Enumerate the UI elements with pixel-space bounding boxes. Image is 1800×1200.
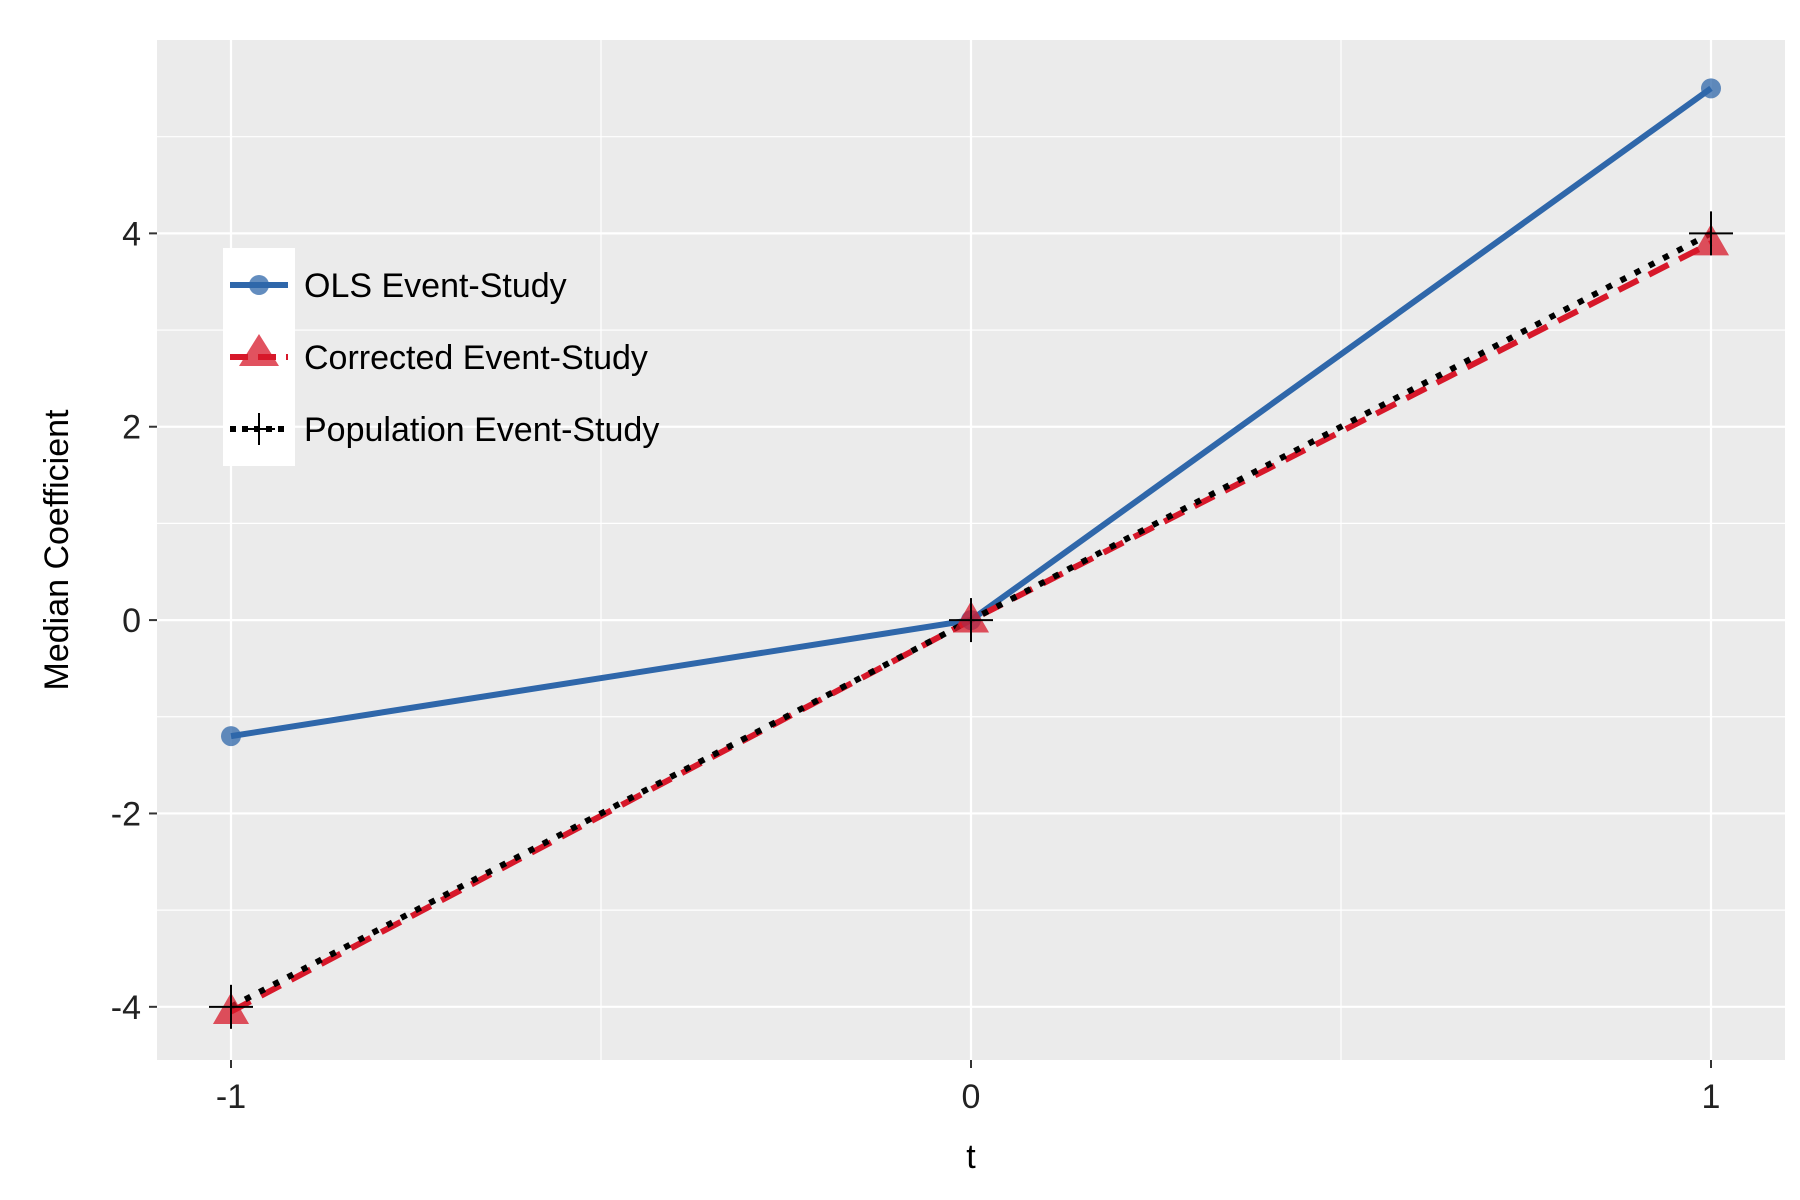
series-0-point (221, 726, 241, 747)
legend: OLS Event-Study Corrected Event-Study Po… (223, 248, 659, 466)
legend-key-ols-marker (249, 275, 269, 295)
legend-label-corrected: Corrected Event-Study (304, 339, 648, 377)
series-2-point (949, 598, 993, 643)
x-axis-title: t (966, 1138, 976, 1176)
series-layer (209, 78, 1733, 1029)
x-tick-label: -1 (216, 1078, 246, 1116)
series-2-point (209, 984, 253, 1029)
y-tick-label: 0 (122, 602, 141, 640)
x-tick-label: 1 (1702, 1078, 1721, 1116)
y-tick-label: -4 (111, 989, 141, 1027)
y-axis-title: Median Coefficient (38, 409, 76, 691)
y-tick-label: -2 (111, 795, 141, 833)
y-tick-label: 2 (122, 409, 141, 447)
legend-entry-population: Population Event-Study (230, 411, 659, 449)
x-tick-label: 0 (962, 1078, 981, 1116)
legend-label-population: Population Event-Study (304, 411, 659, 449)
y-axis: -4 -2 0 2 4 (111, 215, 157, 1027)
legend-key-corrected-marker (239, 334, 279, 366)
y-tick-label: 4 (122, 215, 141, 253)
series-2-point (1689, 211, 1733, 256)
x-axis: -1 0 1 (216, 1060, 1721, 1116)
legend-label-ols: OLS Event-Study (304, 267, 567, 305)
legend-entry-ols: OLS Event-Study (230, 267, 567, 305)
series-0-point (1701, 78, 1721, 99)
legend-entry-corrected: Corrected Event-Study (230, 334, 648, 377)
